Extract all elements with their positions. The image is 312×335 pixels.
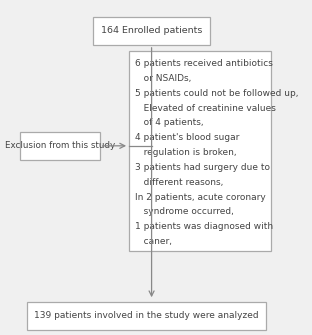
- Text: 4 patient's blood sugar: 4 patient's blood sugar: [135, 133, 239, 142]
- Text: In 2 patients, acute coronary: In 2 patients, acute coronary: [135, 193, 266, 202]
- Text: caner,: caner,: [135, 237, 172, 246]
- Text: 164 Enrolled patients: 164 Enrolled patients: [101, 26, 202, 35]
- Text: Elevated of creatinine values: Elevated of creatinine values: [135, 104, 276, 113]
- Text: 3 patients had surgery due to: 3 patients had surgery due to: [135, 163, 270, 172]
- Text: regulation is broken,: regulation is broken,: [135, 148, 236, 157]
- Text: or NSAIDs,: or NSAIDs,: [135, 74, 191, 83]
- Text: 139 patients involved in the study were analyzed: 139 patients involved in the study were …: [34, 312, 259, 321]
- Text: 1 patients was diagnosed with: 1 patients was diagnosed with: [135, 222, 273, 231]
- Text: 6 patients received antibiotics: 6 patients received antibiotics: [135, 59, 273, 68]
- Bar: [27, 302, 266, 330]
- Text: of 4 patients,: of 4 patients,: [135, 118, 203, 127]
- Text: Exclusion from this study: Exclusion from this study: [5, 141, 115, 150]
- Text: different reasons,: different reasons,: [135, 178, 223, 187]
- Text: 5 patients could not be followed up,: 5 patients could not be followed up,: [135, 89, 298, 98]
- Bar: [20, 132, 100, 160]
- Bar: [93, 16, 210, 45]
- Text: syndrome occurred,: syndrome occurred,: [135, 207, 234, 216]
- Bar: [129, 51, 271, 251]
